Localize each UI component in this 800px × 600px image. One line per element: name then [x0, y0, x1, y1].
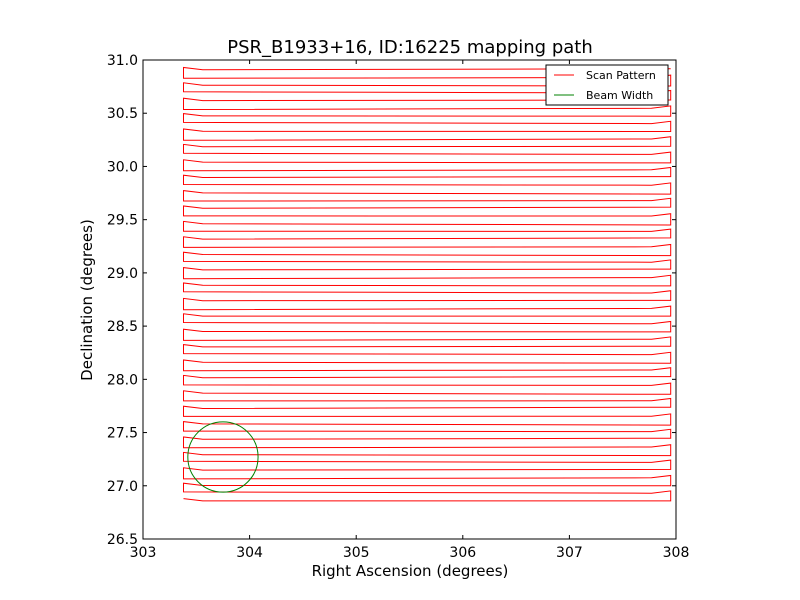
x-tick-label: 305 [343, 545, 370, 561]
y-tick-label: 27.0 [107, 479, 138, 495]
y-axis: 26.5 27.0 27.5 28.0 28.5 29.0 29.5 30.0 30.5 31.0 [107, 53, 676, 548]
y-tick-label: 29.0 [107, 266, 138, 282]
x-tick-label: 303 [130, 545, 157, 561]
y-tick-label: 28.5 [107, 319, 138, 335]
legend: Scan Pattern Beam Width [545, 64, 669, 106]
chart-title: PSR_B1933+16, ID:16225 mapping path [227, 37, 592, 58]
x-axis-label: Right Ascension (degrees) [312, 562, 509, 580]
scan-pattern-line [183, 66, 672, 502]
x-axis: 303 304 305 306 307 308 [130, 60, 690, 561]
legend-scan-pattern-label: Scan Pattern [586, 69, 656, 82]
x-tick-label: 307 [556, 545, 583, 561]
legend-box [545, 64, 669, 106]
y-tick-label: 30.0 [107, 159, 138, 175]
x-tick-label: 308 [663, 545, 690, 561]
y-axis-label: Declination (degrees) [78, 219, 96, 381]
y-tick-label: 31.0 [107, 53, 138, 69]
legend-beam-width-label: Beam Width [586, 89, 653, 102]
y-tick-label: 29.5 [107, 213, 138, 229]
beam-width-circle [187, 421, 259, 493]
x-tick-label: 304 [236, 545, 263, 561]
y-tick-label: 26.5 [107, 532, 138, 548]
series-layer [183, 66, 672, 502]
y-tick-label: 30.5 [107, 106, 138, 122]
y-tick-label: 28.0 [107, 372, 138, 388]
y-tick-label: 27.5 [107, 426, 138, 442]
plot-frame [142, 59, 677, 540]
x-tick-label: 306 [449, 545, 476, 561]
